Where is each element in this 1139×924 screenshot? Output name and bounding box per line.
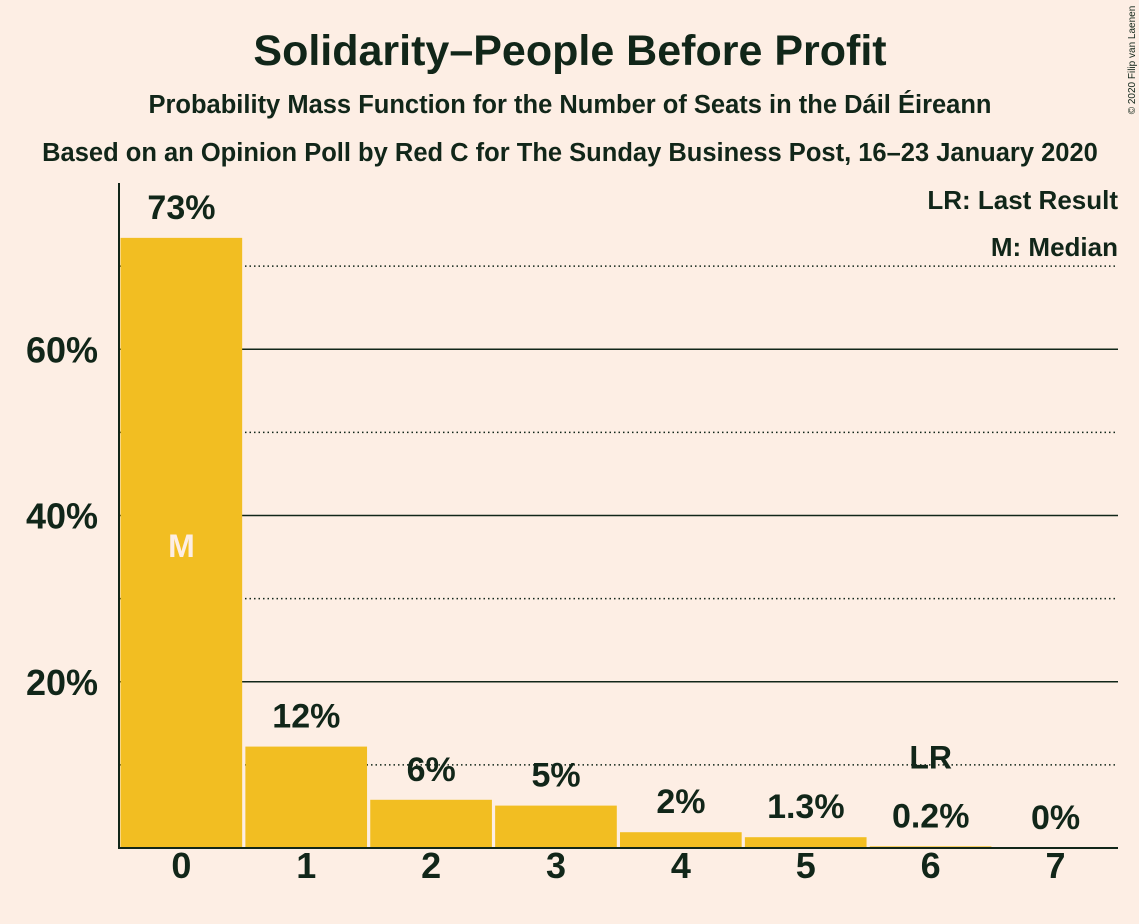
bar-3-seats xyxy=(495,805,617,848)
bar-value-label: 1.3% xyxy=(767,788,845,826)
median-marker: M xyxy=(168,528,195,564)
copyright-notice: © 2020 Filip van Laenen xyxy=(1127,6,1138,115)
bar-1-seats xyxy=(245,746,368,848)
x-tick-label: 7 xyxy=(1046,845,1066,886)
bar-value-label: 2% xyxy=(656,783,705,821)
chart-source: Based on an Opinion Poll by Red C for Th… xyxy=(42,139,1098,167)
bar-value-label: 73% xyxy=(147,189,215,227)
x-tick-label: 1 xyxy=(296,845,316,886)
bar-value-label: 6% xyxy=(407,751,456,789)
bar-4-seats xyxy=(620,832,742,848)
x-tick-label: 0 xyxy=(171,845,191,886)
bar-value-label: 5% xyxy=(531,757,580,795)
x-tick-label: 3 xyxy=(546,845,566,886)
bars xyxy=(120,237,992,849)
x-axis-labels: 0 1 2 3 4 5 6 7 xyxy=(171,845,1065,886)
bar-value-label: 0.2% xyxy=(892,797,970,835)
chart-subtitle: Probability Mass Function for the Number… xyxy=(148,90,991,119)
x-tick-label: 4 xyxy=(671,845,691,886)
y-tick-label: 40% xyxy=(26,496,98,537)
y-tick-label: 60% xyxy=(26,329,98,370)
y-tick-label: 20% xyxy=(26,662,98,703)
chart-title: Solidarity–People Before Profit xyxy=(253,27,886,75)
y-axis-labels: 20% 40% 60% xyxy=(26,329,98,703)
legend-last-result: LR: Last Result xyxy=(927,185,1118,215)
legend-median: M: Median xyxy=(991,232,1118,262)
x-tick-label: 6 xyxy=(921,845,941,886)
bar-0-seats xyxy=(120,237,243,849)
last-result-marker: LR xyxy=(909,739,952,775)
x-tick-label: 2 xyxy=(421,845,441,886)
bar-value-label: 0% xyxy=(1031,799,1080,837)
x-tick-label: 5 xyxy=(796,845,816,886)
bar-value-label: 12% xyxy=(272,698,340,736)
bar-2-seats xyxy=(370,799,492,848)
bar-value-labels: 73% 12% 6% 5% 2% 1.3% 0.2% 0% xyxy=(147,189,1080,837)
bar-5-seats xyxy=(744,837,867,848)
